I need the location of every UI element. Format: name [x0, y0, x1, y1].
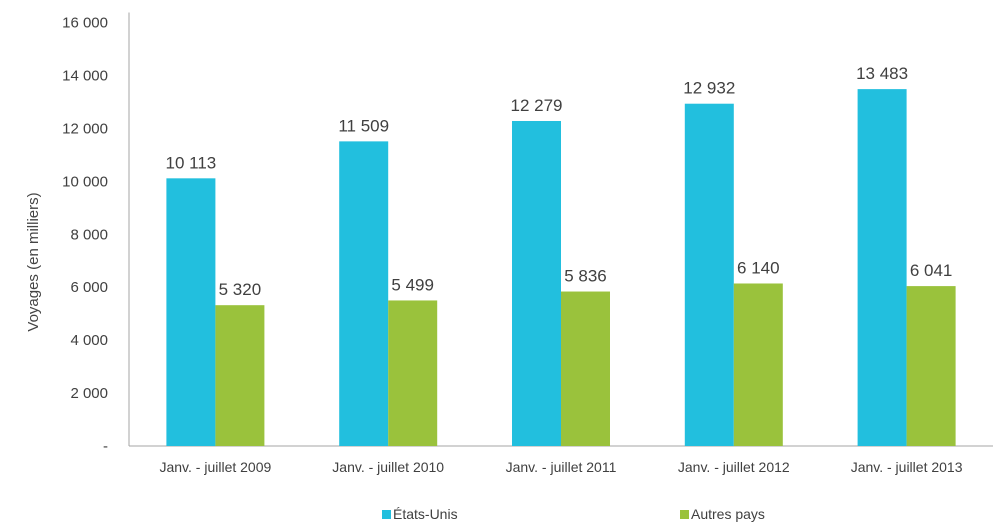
y-tick-label: 14 000: [62, 67, 108, 84]
bar-autres-pays: [733, 283, 783, 446]
legend: États-Unis Autres pays: [382, 506, 765, 522]
data-label: 5 836: [564, 267, 607, 286]
x-tick-label: Janv. - juillet 2012: [678, 459, 790, 475]
data-labels: 10 113 5 320 11 509 5 499 12 279 5 836 12 932 6…: [166, 64, 953, 299]
y-tick-label: 8 000: [70, 226, 108, 243]
bar-autres-pays: [561, 291, 610, 446]
bar-autres-pays: [388, 300, 438, 446]
data-label: 12 932: [683, 79, 735, 98]
bar-autres-pays: [215, 305, 265, 446]
x-tick-label: Janv. - juillet 2011: [506, 459, 617, 475]
y-tick-label: 4 000: [70, 332, 108, 349]
legend-swatch: [680, 510, 689, 519]
bars: [166, 89, 956, 447]
y-tick-label: 16 000: [62, 15, 108, 32]
legend-swatch: [382, 510, 391, 519]
y-tick-label: 12 000: [62, 120, 108, 137]
y-tick-label: 10 000: [62, 173, 108, 190]
x-tick-label: Janv. - juillet 2009: [159, 459, 271, 475]
data-label: 10 113: [166, 153, 217, 172]
bar-etats-unis: [684, 103, 734, 447]
legend-label: États-Unis: [393, 506, 458, 522]
x-tick-label: Janv. - juillet 2010: [332, 459, 444, 475]
bar-etats-unis: [857, 89, 907, 447]
data-label: 6 140: [737, 258, 780, 277]
bar-etats-unis: [339, 141, 389, 446]
bar-autres-pays: [906, 286, 956, 446]
data-label: 12 279: [511, 96, 563, 115]
x-axis-ticks: Janv. - juillet 2009 Janv. - juillet 2010…: [159, 459, 962, 475]
y-axis-ticks: - 2 000 4 000 6 000 8 000 10 000 12 000 14 000 1…: [62, 15, 108, 456]
bar-etats-unis: [166, 178, 216, 446]
bar-etats-unis: [512, 120, 561, 446]
legend-label: Autres pays: [691, 506, 765, 522]
y-tick-label: 2 000: [70, 385, 108, 402]
x-tick-label: Janv. - juillet 2013: [851, 459, 963, 475]
y-axis-label: Voyages (en milliers): [25, 192, 42, 331]
data-label: 13 483: [856, 64, 908, 83]
data-label: 11 509: [338, 116, 389, 135]
data-label: 5 499: [391, 275, 434, 294]
y-tick-label: -: [103, 438, 108, 455]
y-tick-label: 6 000: [70, 279, 108, 296]
data-label: 6 041: [910, 261, 953, 280]
data-label: 5 320: [219, 280, 262, 299]
